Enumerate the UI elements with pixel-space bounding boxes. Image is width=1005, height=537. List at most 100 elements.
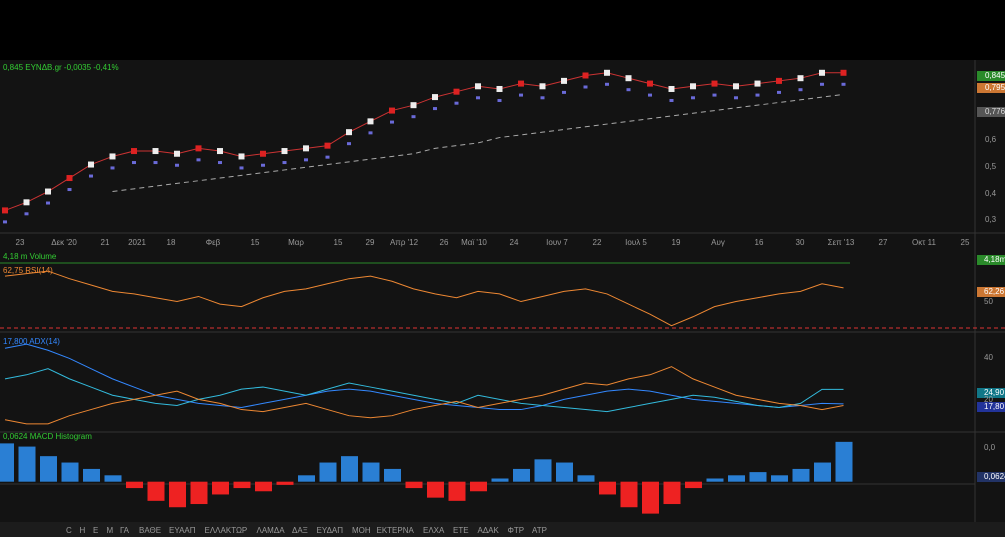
macd-bar — [212, 481, 229, 495]
toolbar-item[interactable]: H — [80, 526, 86, 535]
toolbar-item[interactable]: ΔΑΞ — [292, 526, 308, 535]
macd-bar — [448, 481, 466, 501]
price-label: 0,776 — [985, 107, 1005, 116]
x-label: 23 — [16, 238, 25, 247]
toolbar-item[interactable]: ΕΛΛΑΚΤΩΡ — [205, 526, 248, 535]
psar-dot — [777, 90, 781, 94]
psar-dot — [454, 101, 459, 105]
x-label: 15 — [334, 238, 343, 247]
macd-bar — [556, 462, 573, 482]
macd-bar — [685, 481, 702, 489]
x-label: 16 — [755, 238, 764, 247]
toolbar-item[interactable]: ΑΔΑΚ — [478, 526, 500, 535]
x-label: Απρ '12 — [390, 238, 419, 247]
toolbar-item[interactable]: ΛΑΜΔΑ — [257, 526, 286, 535]
candle — [561, 77, 567, 84]
toolbar-item[interactable]: M — [107, 526, 114, 535]
panel-value: 62,26 — [984, 287, 1005, 296]
panel-value: 24,90 — [984, 388, 1005, 397]
toolbar-item[interactable]: C — [66, 526, 72, 535]
candle — [776, 77, 782, 84]
minus-di-line — [4, 366, 844, 425]
candle — [582, 72, 589, 79]
macd-bar — [233, 481, 251, 489]
psar-dot — [110, 166, 115, 170]
x-label: Αυγ — [711, 238, 725, 247]
psar-dot — [519, 93, 523, 97]
psar-dot — [497, 98, 502, 102]
price-label: 0,4 — [985, 189, 997, 198]
candle — [754, 80, 761, 87]
x-label: 30 — [796, 238, 805, 247]
price-label: 0,845 — [985, 71, 1005, 80]
x-label: 18 — [167, 238, 176, 247]
macd-bar — [83, 468, 100, 482]
macd-bar — [276, 481, 294, 485]
candle — [217, 148, 223, 155]
toolbar-item[interactable]: ΕΥΑΑΠ — [169, 526, 196, 535]
x-label: 15 — [251, 238, 260, 247]
macd-bar — [513, 468, 530, 482]
macd-bar — [341, 456, 358, 482]
panel-value: 4,18m — [984, 255, 1005, 264]
candle — [711, 80, 718, 87]
toolbar-item[interactable]: ΒΑΘΕ — [139, 526, 161, 535]
toolbar-item[interactable]: ΓΑ — [120, 526, 130, 535]
toolbar-item[interactable]: ΕΛΧΑ — [423, 526, 445, 535]
candle — [389, 107, 395, 114]
panel-badge — [977, 255, 1005, 265]
toolbar-item[interactable]: ΕΚΤΕΡΝΑ — [377, 526, 415, 535]
macd-bar — [190, 481, 208, 505]
macd-bar — [427, 481, 444, 498]
candle — [496, 85, 503, 92]
toolbar-item[interactable]: ΕΥΔΑΠ — [317, 526, 344, 535]
candle — [23, 199, 30, 206]
panel-value: 40 — [984, 353, 993, 362]
chart-area — [0, 60, 1005, 537]
macd-bar — [147, 481, 165, 501]
x-label: 19 — [672, 238, 681, 247]
toolbar-item[interactable]: ΑΤΡ — [532, 526, 547, 535]
panel-value: 17,80 — [984, 402, 1005, 411]
candle — [131, 148, 137, 155]
toolbar-item[interactable]: ΦΤΡ — [508, 526, 525, 535]
x-label: Δεκ '20 — [51, 238, 77, 247]
price-label: 0,7953 — [985, 83, 1005, 92]
candle — [625, 75, 632, 82]
candle — [152, 148, 159, 155]
macd-bar — [255, 481, 272, 492]
candle — [797, 75, 804, 82]
toolbar-item[interactable]: ΕΤΕ — [453, 526, 469, 535]
psar-dot — [734, 96, 738, 100]
macd-bar — [749, 472, 767, 482]
macd-bar — [18, 446, 36, 482]
psar-dot — [239, 166, 244, 170]
price-label: 0,3 — [985, 215, 997, 224]
panel-value: 0,0624 — [984, 472, 1005, 481]
panel-badge — [977, 402, 1005, 412]
macd-bar — [362, 462, 380, 482]
candle — [539, 83, 546, 90]
x-label: Ιουλ 5 — [625, 238, 647, 247]
psar-dot — [433, 107, 437, 111]
macd-bar — [470, 481, 487, 492]
price-line — [4, 72, 844, 211]
toolbar-item[interactable]: ΜΟΗ — [352, 526, 371, 535]
candle — [66, 175, 73, 182]
x-label: 29 — [366, 238, 375, 247]
psar-dot — [669, 98, 674, 102]
psar-dot — [476, 96, 480, 100]
adx-line — [4, 343, 844, 411]
candle — [367, 118, 374, 125]
candle — [303, 145, 309, 152]
macd-bar — [104, 475, 122, 482]
macd-bar — [298, 475, 315, 482]
candle — [260, 150, 266, 157]
volume-label: 4,18 m Volume — [3, 252, 57, 261]
psar-dot — [67, 188, 72, 192]
toolbar-item[interactable]: E — [93, 526, 98, 535]
candle — [109, 153, 116, 160]
psar-dot — [820, 82, 824, 86]
macd-bar — [405, 481, 423, 489]
